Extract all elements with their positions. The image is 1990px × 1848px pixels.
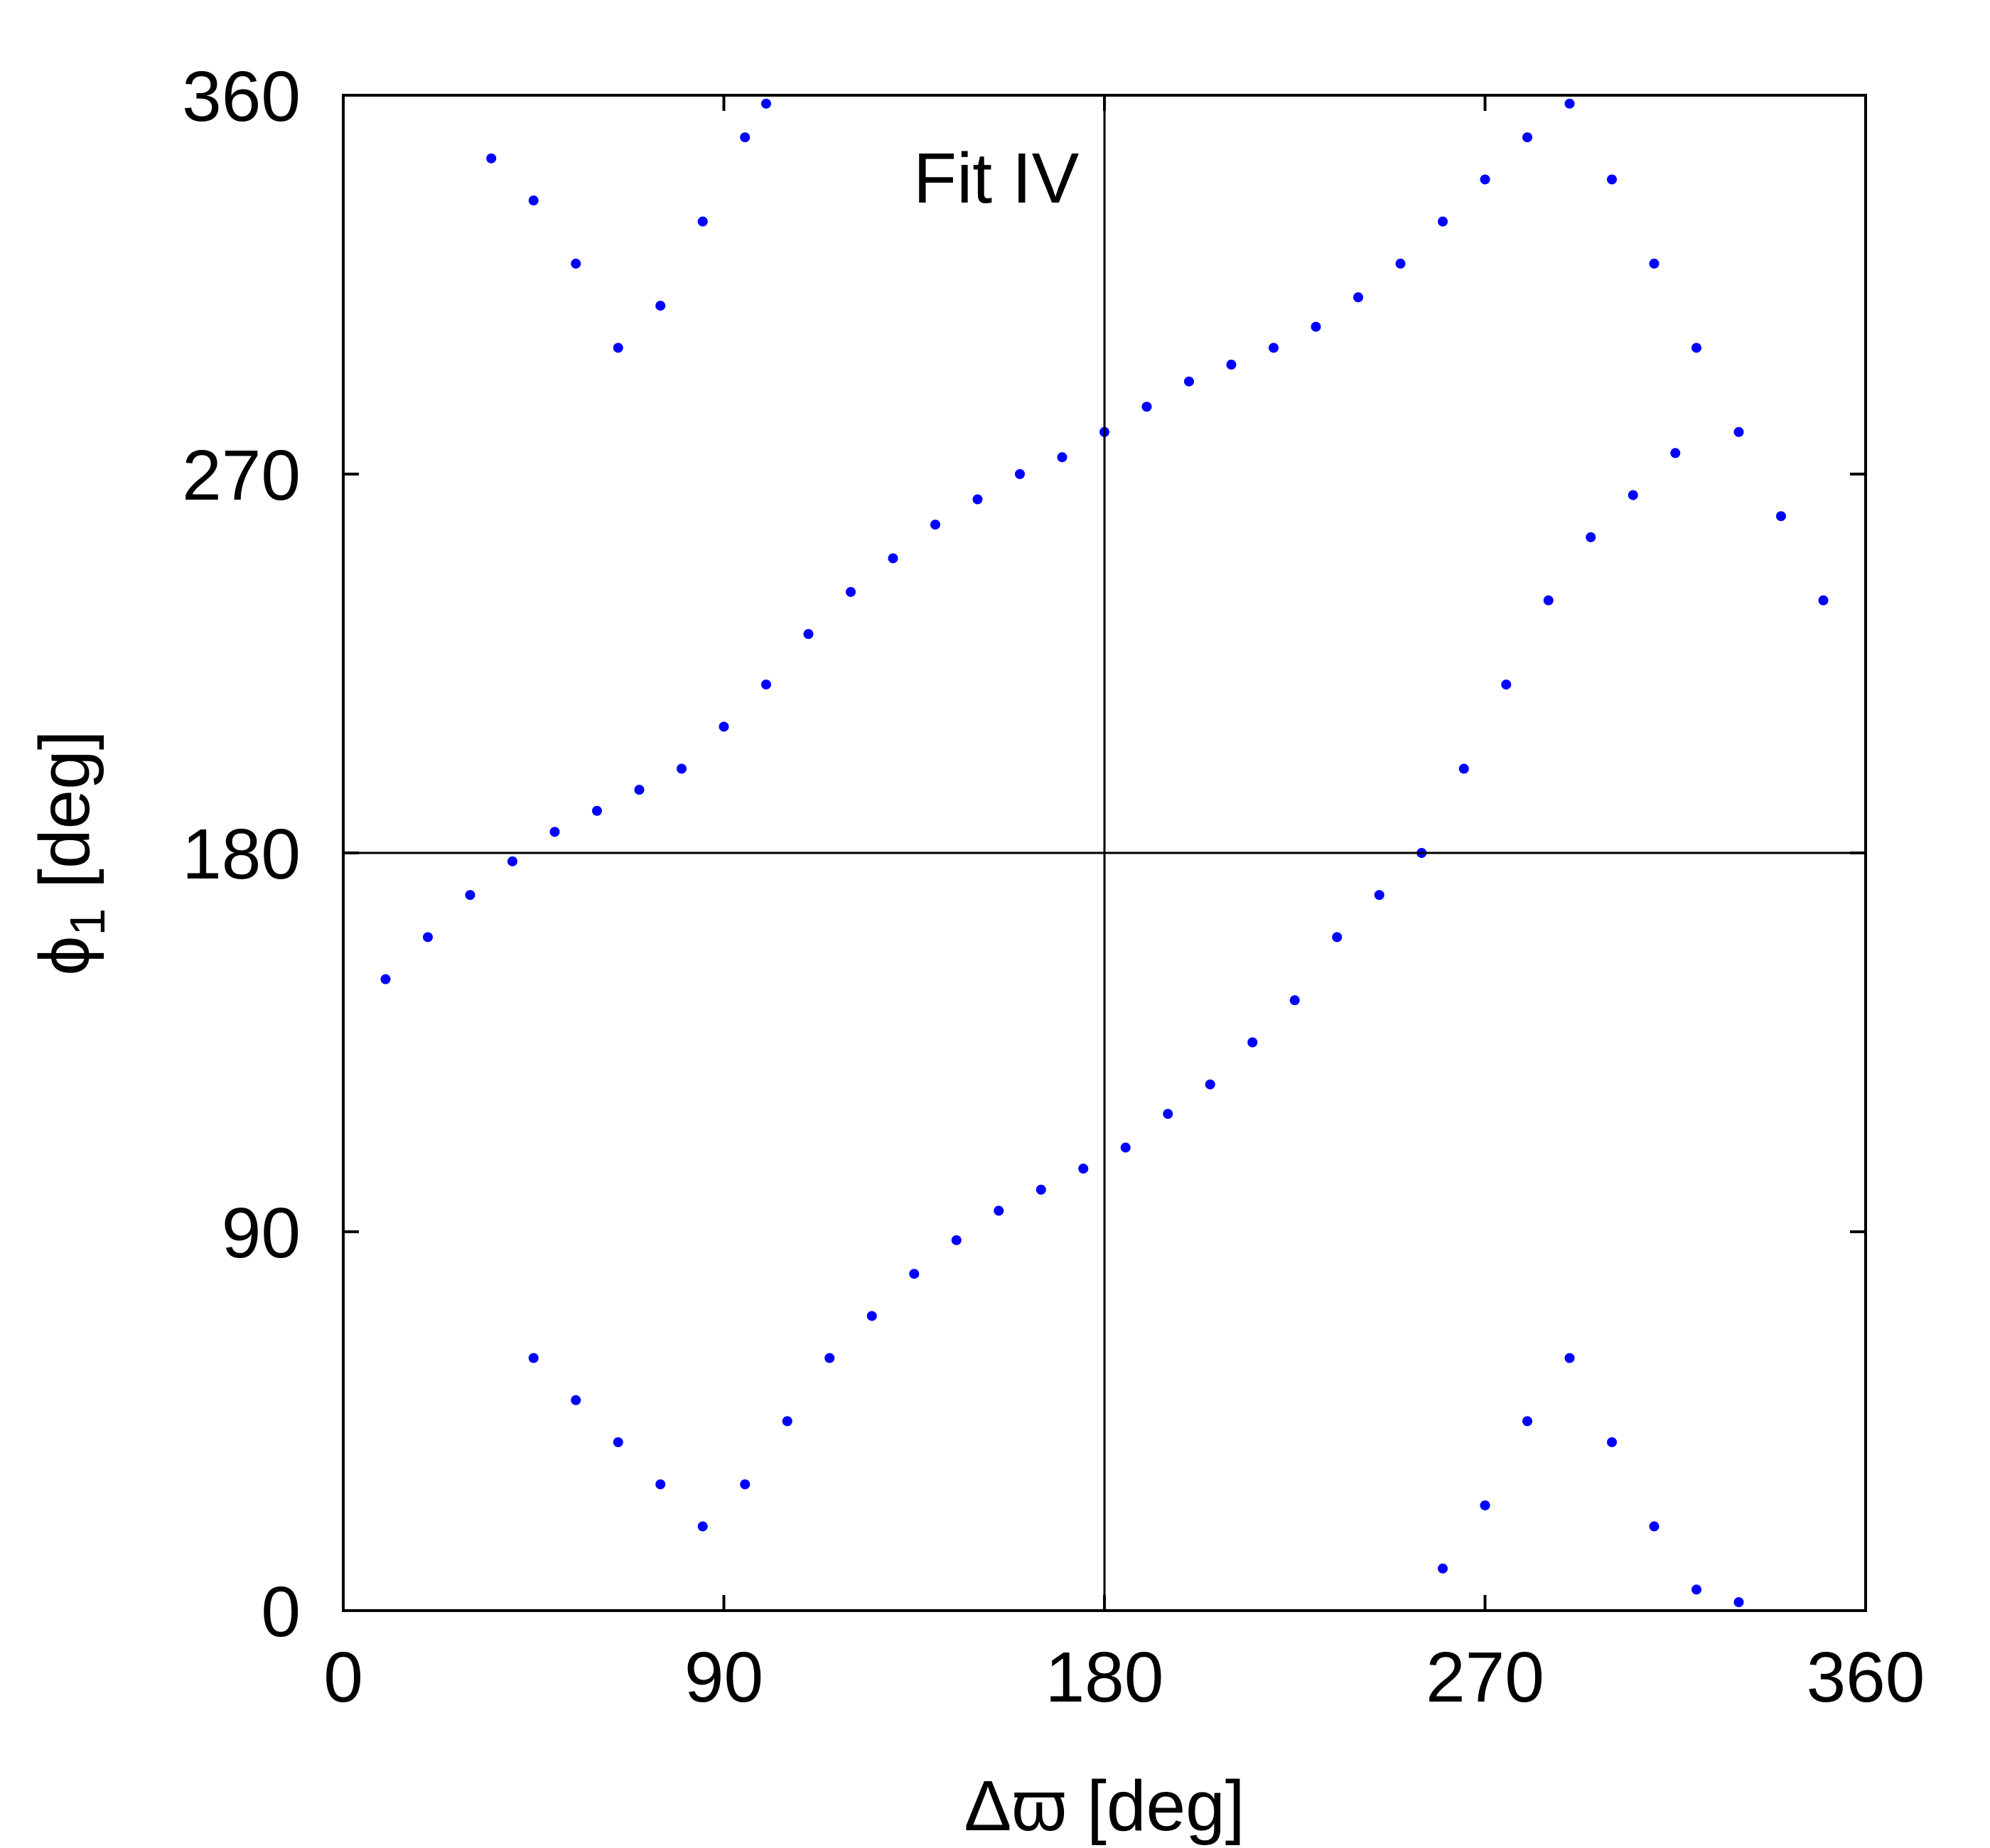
data-point — [1289, 995, 1300, 1006]
data-point — [1733, 1597, 1744, 1608]
data-point — [528, 195, 539, 206]
data-point — [1438, 1563, 1448, 1574]
data-point — [697, 1521, 708, 1532]
fit-annotation: Fit IV — [913, 139, 1080, 218]
y-tick-label: 90 — [222, 1193, 301, 1273]
data-point — [1480, 1500, 1490, 1510]
data-point — [677, 763, 687, 774]
data-point — [1438, 216, 1448, 227]
data-point — [613, 1437, 623, 1448]
data-point — [1649, 1521, 1660, 1532]
data-point — [1670, 448, 1681, 458]
data-point — [613, 343, 623, 353]
data-point — [380, 974, 391, 984]
data-point — [1395, 258, 1406, 269]
data-point — [1269, 343, 1279, 353]
data-point — [1564, 1353, 1575, 1363]
data-point — [1586, 532, 1596, 542]
x-tick-label: 90 — [684, 1638, 763, 1717]
y-tick-label: 360 — [182, 57, 301, 136]
data-point — [465, 890, 475, 901]
data-point — [1163, 1109, 1173, 1119]
x-tick-label: 270 — [1426, 1638, 1544, 1717]
data-point — [1015, 469, 1025, 479]
y-axis-label: ϕ1 [deg] — [25, 730, 115, 975]
data-point — [592, 805, 602, 816]
data-point — [697, 216, 708, 227]
data-point — [1501, 679, 1512, 690]
data-point — [1564, 98, 1575, 109]
data-point — [1374, 890, 1384, 901]
y-tick-label: 270 — [182, 436, 301, 515]
data-point — [1120, 1142, 1131, 1153]
data-point — [1057, 452, 1067, 463]
data-point — [1628, 490, 1638, 500]
data-point — [888, 553, 898, 564]
data-point — [655, 301, 666, 311]
x-tick-label: 0 — [323, 1638, 363, 1717]
y-axis-label-main: ϕ — [25, 936, 104, 976]
axis-ticks — [342, 94, 1867, 1612]
data-point — [1353, 292, 1363, 303]
point-cloud — [380, 98, 1829, 1608]
x-tick-label: 360 — [1807, 1638, 1925, 1717]
data-point — [1480, 174, 1490, 185]
y-axis-label-unit: [deg] — [25, 730, 104, 908]
data-point — [1776, 511, 1786, 522]
data-point — [655, 1479, 666, 1490]
data-point — [740, 132, 751, 143]
data-point — [803, 629, 814, 640]
y-axis-label-subscript: 1 — [60, 908, 115, 936]
data-point — [1818, 595, 1829, 606]
data-point — [1247, 1037, 1258, 1048]
data-point — [486, 153, 497, 163]
data-point — [761, 98, 771, 109]
data-point — [719, 721, 729, 732]
x-axis-label: Δϖ [deg] — [964, 1766, 1244, 1846]
data-point — [1522, 132, 1532, 143]
data-point — [1332, 932, 1343, 942]
x-tick-label: 180 — [1045, 1638, 1164, 1717]
data-point — [761, 679, 771, 690]
data-point — [1733, 426, 1744, 437]
data-point — [782, 1416, 792, 1427]
data-point — [1522, 1416, 1532, 1427]
y-tick-labels: 0 90 180 270 360 — [182, 57, 301, 1652]
data-point — [1607, 1437, 1617, 1448]
data-point — [571, 258, 581, 269]
data-point — [571, 1395, 581, 1405]
data-point — [1184, 376, 1194, 387]
data-point — [846, 586, 856, 597]
data-point — [1543, 595, 1554, 606]
data-point — [507, 856, 517, 866]
data-point — [1649, 258, 1660, 269]
data-point — [634, 785, 645, 795]
data-point — [423, 932, 433, 942]
data-point — [909, 1269, 920, 1279]
y-tick-label: 0 — [261, 1572, 301, 1652]
data-point — [1205, 1079, 1215, 1090]
data-point — [951, 1235, 962, 1245]
data-point — [994, 1205, 1004, 1216]
data-point — [528, 1353, 539, 1363]
data-point — [866, 1311, 877, 1321]
data-point — [1692, 343, 1701, 353]
data-point — [824, 1353, 835, 1363]
data-point — [549, 827, 560, 837]
data-point — [1226, 360, 1237, 370]
reference-lines — [343, 95, 1866, 1611]
data-point — [1692, 1584, 1701, 1595]
data-point — [1607, 174, 1617, 185]
data-point — [1311, 321, 1321, 332]
data-point — [1078, 1164, 1089, 1174]
data-point — [1036, 1184, 1046, 1195]
data-point — [1141, 402, 1152, 412]
data-point — [740, 1479, 751, 1490]
data-point — [972, 494, 983, 505]
y-tick-label: 180 — [182, 815, 301, 894]
x-tick-labels: 0 90 180 270 360 — [323, 1638, 1925, 1717]
data-point — [930, 520, 940, 530]
data-point — [1458, 763, 1469, 774]
